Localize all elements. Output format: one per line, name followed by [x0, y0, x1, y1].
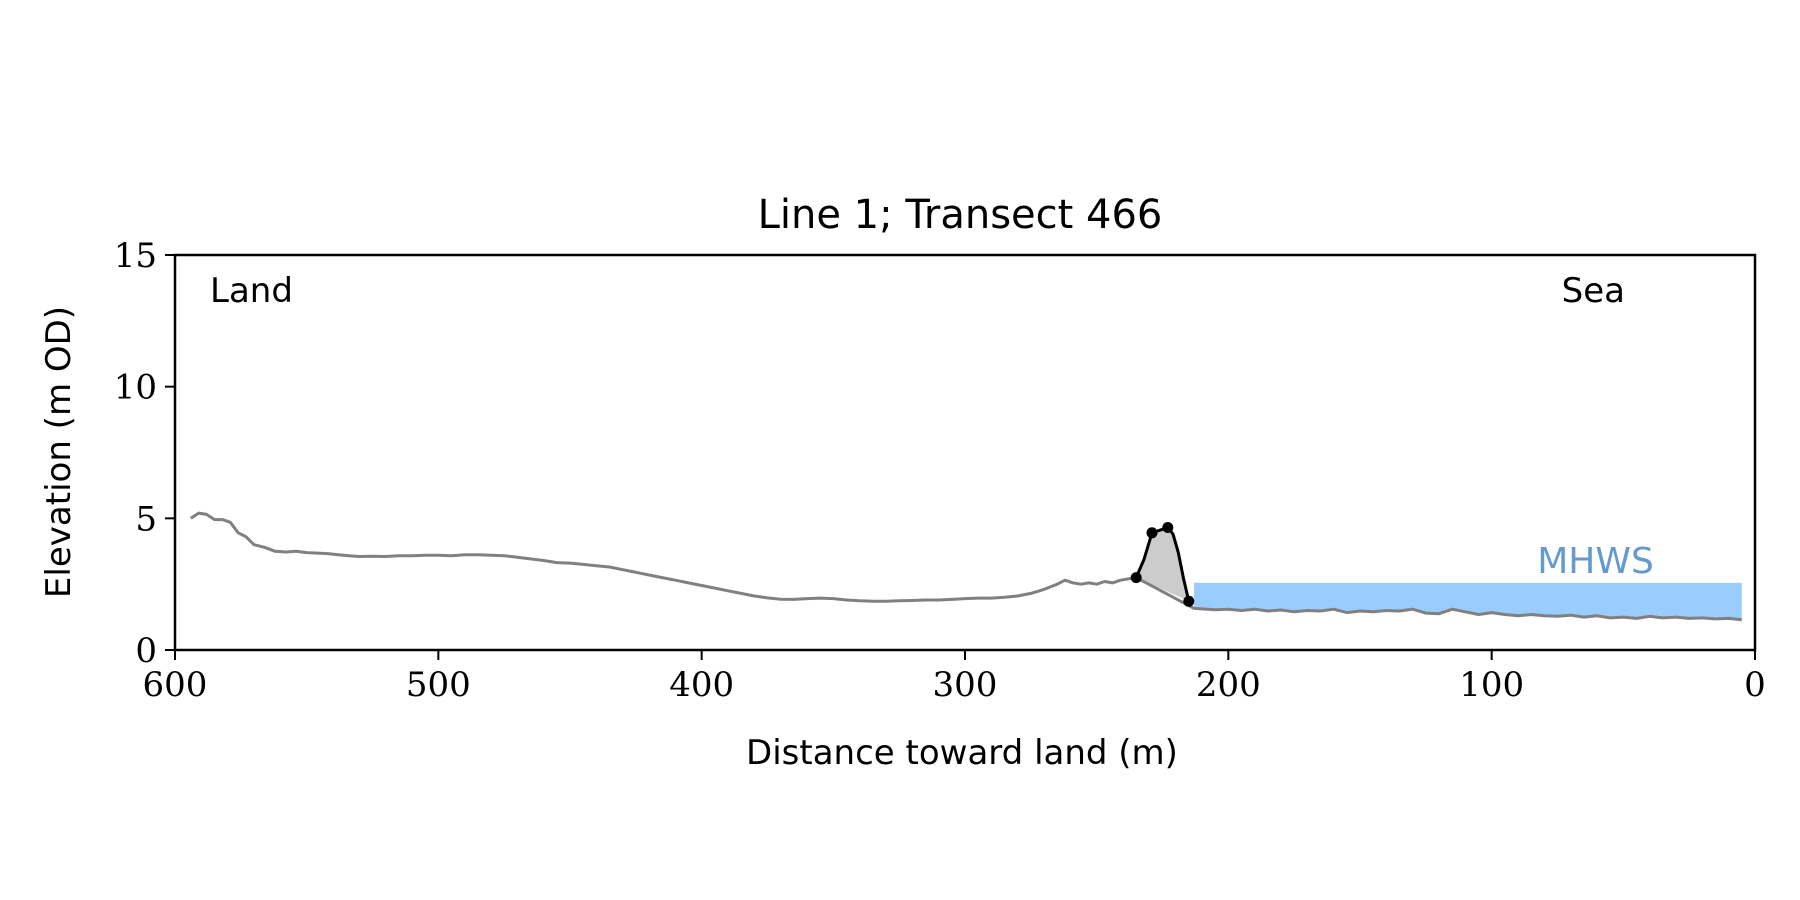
x-axis-label: Distance toward land (m) [746, 733, 1178, 773]
dune-marker [1183, 595, 1195, 607]
dune-markers [1130, 522, 1195, 607]
y-axis-ticks: 0 5 10 15 [114, 236, 175, 671]
x-tick-label: 0 [1744, 665, 1766, 705]
y-tick-label: 10 [114, 368, 157, 408]
chart-title: Line 1; Transect 466 [758, 192, 1163, 238]
y-tick-label: 15 [114, 236, 157, 276]
x-axis-ticks: 600 500 400 300 200 100 0 [143, 650, 1766, 705]
plot-area [189, 511, 1742, 622]
y-axis-label: Elevation (m OD) [39, 306, 79, 598]
x-tick-label: 300 [933, 665, 998, 705]
land-annotation: Land [210, 271, 293, 311]
sea-annotation: Sea [1562, 271, 1625, 311]
dune-marker [1146, 527, 1158, 539]
y-tick-label: 5 [135, 499, 157, 539]
x-tick-label: 500 [406, 665, 471, 705]
dune-marker [1162, 522, 1174, 533]
mhws-band [1194, 582, 1742, 620]
x-tick-label: 100 [1459, 665, 1524, 705]
profile-line [189, 511, 1742, 622]
x-tick-label: 600 [143, 665, 208, 705]
y-tick-label: 0 [135, 631, 157, 671]
x-tick-label: 200 [1196, 665, 1261, 705]
dune-marker [1130, 572, 1142, 584]
mhws-label: MHWS [1537, 541, 1654, 582]
x-tick-label: 400 [669, 665, 734, 705]
